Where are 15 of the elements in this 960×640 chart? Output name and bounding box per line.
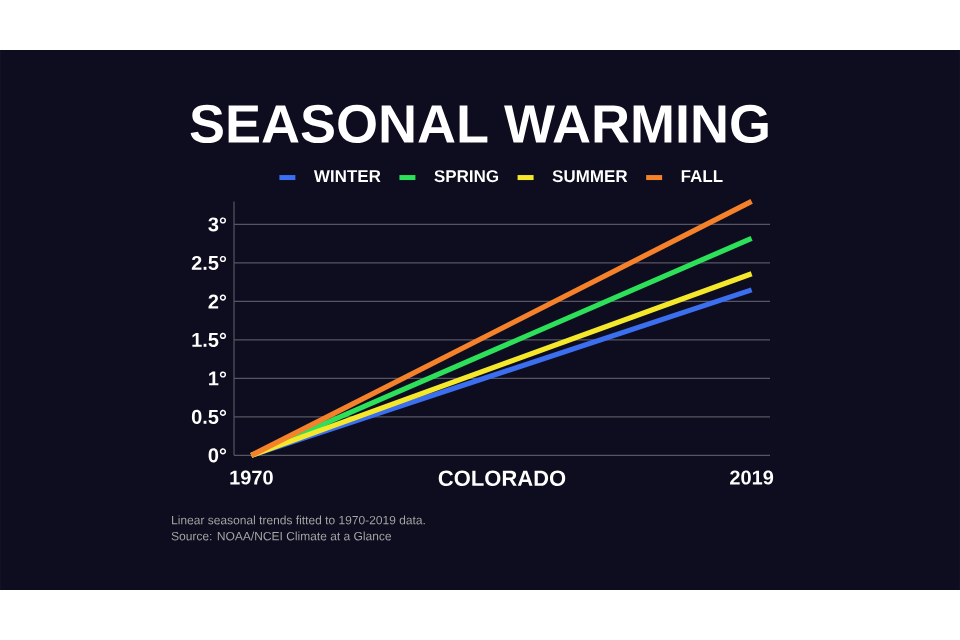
x-tick-label: 1970: [230, 470, 273, 485]
legend-label: SUMMER: [552, 170, 628, 183]
chart-title: SEASONAL WARMING: [190, 104, 768, 144]
legend-label: FALL: [681, 170, 723, 182]
legend-label: SPRING: [434, 170, 499, 183]
legend-label: WINTER: [313, 170, 381, 182]
y-tick-label: 0.5°: [191, 409, 227, 424]
y-tick-label: 2°: [208, 294, 227, 309]
y-tick-label: 0°: [208, 448, 227, 463]
x-axis-title: COLORADO: [438, 470, 566, 487]
y-tick-label: 3°: [208, 217, 227, 232]
y-tick-label: 2.5°: [191, 255, 227, 271]
y-tick-label: 1°: [209, 371, 227, 386]
x-tick-label: 2019: [730, 470, 774, 485]
y-tick-label: 1.5°: [192, 332, 227, 347]
